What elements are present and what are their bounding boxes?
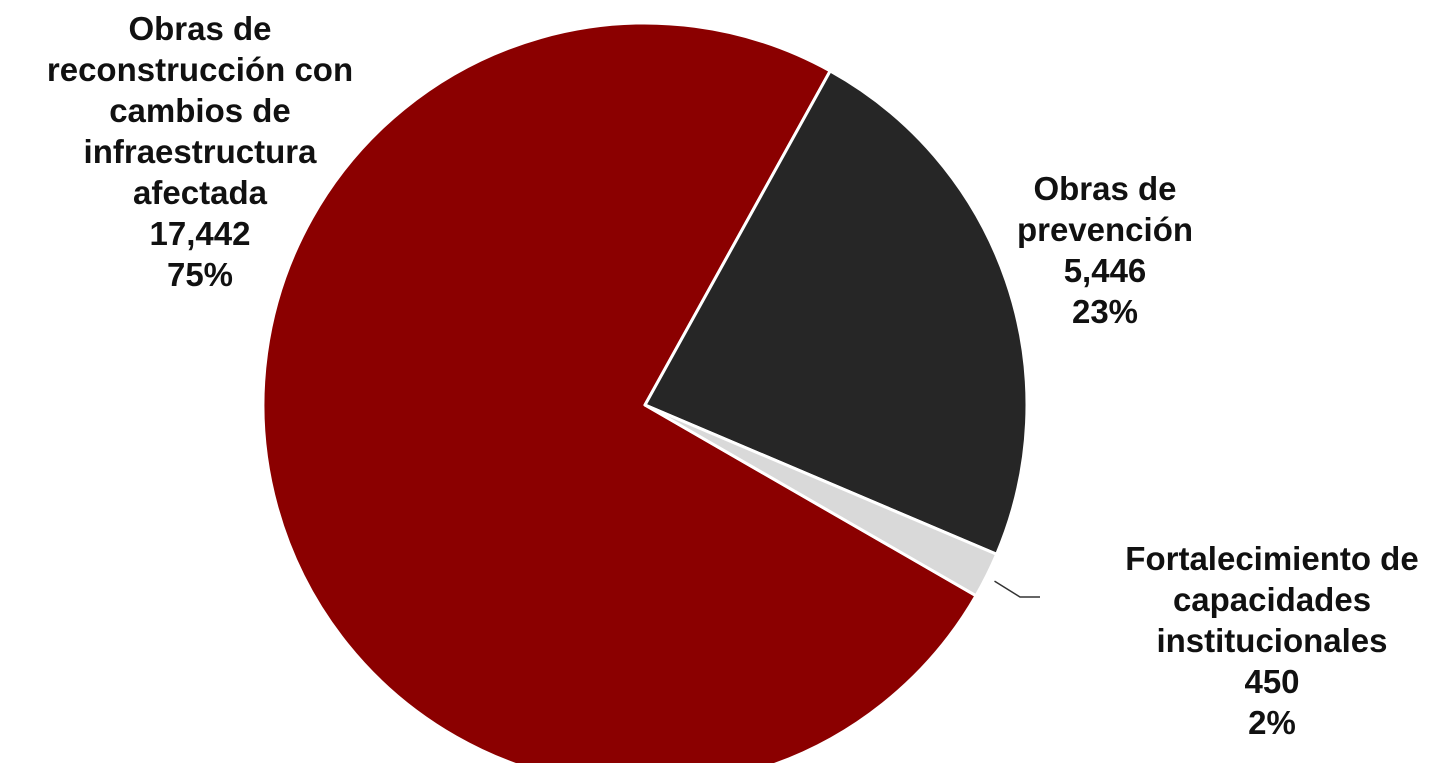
pie-slice-2 — [643, 69, 1029, 556]
slice-label-1: Obras de reconstrucción con cambios de infr… — [47, 10, 353, 293]
slice-percent-label: 2% — [1248, 704, 1296, 741]
slice-name-line: prevención — [1017, 211, 1193, 248]
slice-value-label: 17,442 — [150, 215, 251, 252]
slice-percent-label: 75% — [167, 256, 233, 293]
slice-value-label: 5,446 — [1064, 252, 1147, 289]
slice-name-line: reconstrucción con — [47, 51, 353, 88]
slice-value-label: 450 — [1244, 663, 1299, 700]
slice-name-line: cambios de — [109, 92, 291, 129]
pie-slice-1 — [261, 21, 978, 763]
slice-name-line: Obras de — [1033, 170, 1176, 207]
leader-line-slice-3 — [994, 580, 1040, 598]
slice-name-line: capacidades — [1173, 581, 1371, 618]
slice-name-line: Obras de — [128, 10, 271, 47]
slice-name-line: afectada — [133, 174, 268, 211]
slice-label-3: Fortalecimiento de capacidades institucion… — [1125, 540, 1418, 741]
pie-slice-3 — [643, 403, 999, 598]
slice-label-2: Obras de prevención 5,446 23% — [1017, 170, 1193, 330]
slice-name-line: institucionales — [1156, 622, 1387, 659]
slice-name-line: Fortalecimiento de — [1125, 540, 1418, 577]
slice-percent-label: 23% — [1072, 293, 1138, 330]
slice-name-line: infraestructura — [84, 133, 318, 170]
